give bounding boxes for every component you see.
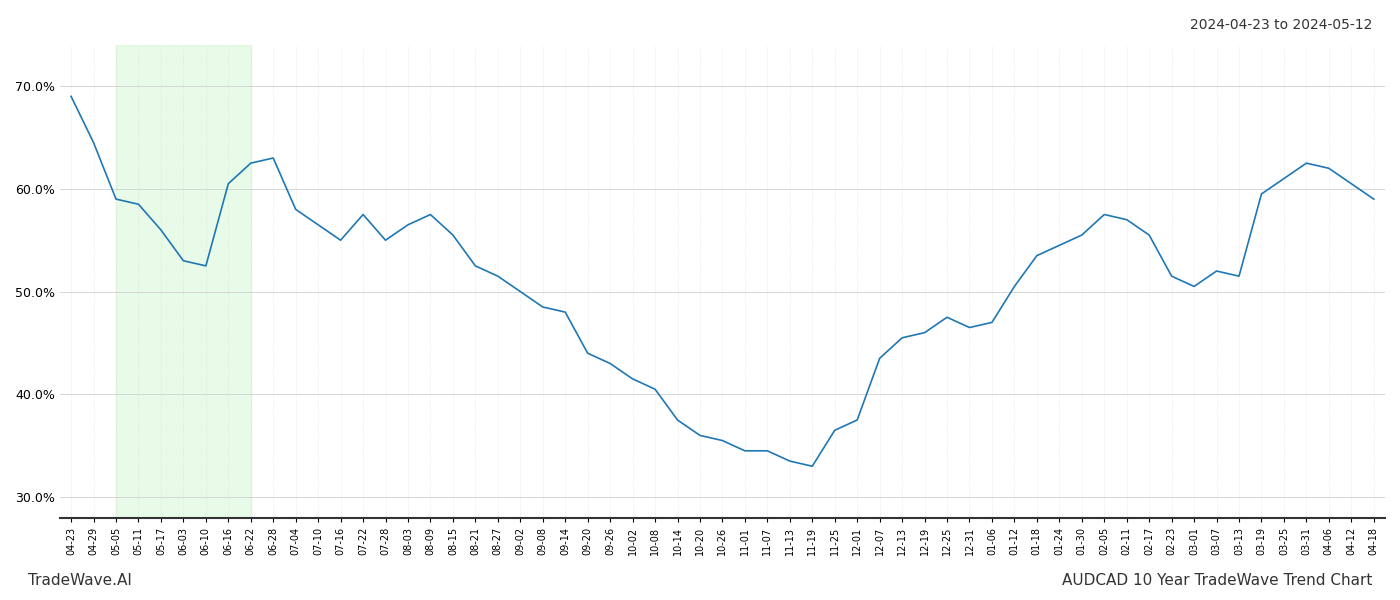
Text: 2024-04-23 to 2024-05-12: 2024-04-23 to 2024-05-12 (1190, 18, 1372, 32)
Bar (116, 45, 251, 518)
Text: AUDCAD 10 Year TradeWave Trend Chart: AUDCAD 10 Year TradeWave Trend Chart (1061, 573, 1372, 588)
Text: TradeWave.AI: TradeWave.AI (28, 573, 132, 588)
